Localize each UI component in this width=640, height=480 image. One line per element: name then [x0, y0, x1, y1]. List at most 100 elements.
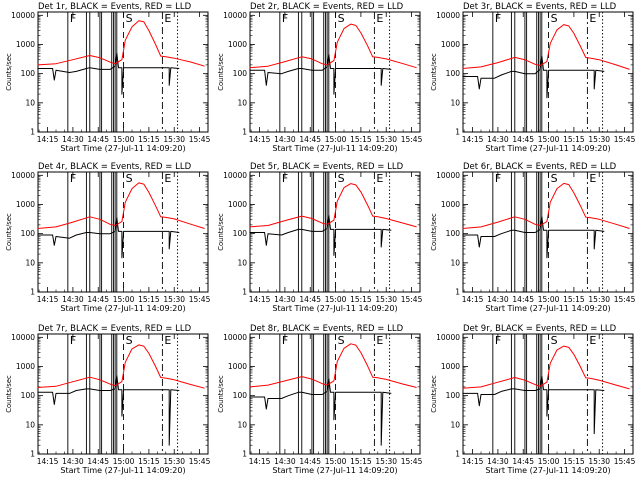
x-axis-label: Start Time (27-Jul-11 14:09:20)	[485, 304, 610, 313]
x-tick-label: 15:45	[401, 135, 423, 144]
y-tick-label: 100	[233, 391, 248, 400]
chart-panel-1: Det 1r, BLACK = Events, RED = LLD 1 10 100 1…	[5, 2, 211, 153]
x-tick-label: 15:45	[189, 135, 211, 144]
y-axis-label: Counts/sec	[5, 53, 13, 91]
marker-label: F	[70, 334, 76, 347]
x-tick-label: 14:15	[249, 457, 271, 466]
y-tick-label: 1000	[441, 200, 460, 209]
x-tick-label: 14:45	[512, 457, 534, 466]
y-tick-label: 100	[446, 391, 461, 400]
x-tick-label: 15:45	[614, 295, 636, 304]
marker-label: E	[376, 12, 383, 25]
x-tick-label: 15:15	[563, 295, 585, 304]
series-line-events	[249, 378, 392, 446]
series-line-lld	[37, 20, 205, 67]
x-tick-label: 14:30	[62, 295, 84, 304]
y-tick-label: 1	[455, 128, 460, 137]
marker-label: S	[551, 334, 558, 347]
x-tick-label: 15:00	[325, 295, 347, 304]
y-tick-label: 10000	[11, 11, 35, 20]
x-tick-label: 15:30	[375, 457, 397, 466]
y-axis-label: Counts/sec	[430, 53, 438, 91]
series-line-events	[37, 375, 180, 446]
x-axis-label: Start Time (27-Jul-11 14:09:20)	[485, 144, 610, 153]
x-tick-label: 15:30	[588, 295, 610, 304]
chart-title: Det 4r, BLACK = Events, RED = LLD	[38, 162, 192, 172]
x-tick-label: 15:00	[113, 457, 135, 466]
y-tick-label: 100	[21, 69, 36, 78]
y-tick-label: 1	[242, 450, 247, 459]
x-tick-label: 15:45	[189, 457, 211, 466]
x-tick-label: 14:45	[87, 135, 109, 144]
marker-label: F	[282, 334, 288, 347]
y-tick-label: 1	[242, 288, 247, 297]
chart-title: Det 6r, BLACK = Events, RED = LLD	[463, 162, 617, 172]
x-tick-label: 14:30	[274, 295, 296, 304]
y-axis-label: Counts/sec	[217, 213, 225, 251]
marker-label: F	[282, 172, 288, 185]
y-tick-label: 10	[25, 258, 35, 267]
x-tick-label: 14:15	[462, 135, 484, 144]
plot-frame	[462, 333, 634, 455]
plot-frame	[249, 11, 421, 133]
x-tick-label: 15:15	[138, 457, 160, 466]
y-tick-label: 1000	[16, 362, 35, 371]
chart-title: Det 7r, BLACK = Events, RED = LLD	[38, 324, 192, 334]
x-axis-label: Start Time (27-Jul-11 14:09:20)	[272, 466, 397, 475]
series-line-lld	[249, 183, 417, 228]
chart-panel-4: Det 4r, BLACK = Events, RED = LLD 1 10 100 1…	[5, 162, 211, 313]
x-tick-label: 15:00	[325, 457, 347, 466]
series-line-events	[462, 216, 605, 259]
series-line-events	[249, 54, 392, 95]
x-tick-label: 15:30	[163, 457, 185, 466]
y-tick-label: 10000	[223, 171, 247, 180]
x-tick-label: 14:15	[249, 295, 271, 304]
x-axis-label: Start Time (27-Jul-11 14:09:20)	[60, 304, 185, 313]
x-tick-label: 15:15	[138, 295, 160, 304]
x-tick-label: 15:00	[538, 457, 560, 466]
series-line-lld	[462, 24, 630, 70]
y-tick-label: 1000	[441, 40, 460, 49]
x-tick-label: 15:30	[375, 135, 397, 144]
x-tick-label: 14:45	[512, 295, 534, 304]
y-tick-label: 10	[237, 258, 247, 267]
y-tick-label: 10000	[436, 333, 460, 342]
x-tick-label: 14:30	[487, 135, 509, 144]
y-tick-label: 1000	[16, 40, 35, 49]
series-line-events	[249, 215, 392, 256]
y-tick-label: 1000	[441, 362, 460, 371]
series-line-lld	[37, 182, 205, 229]
chart-title: Det 9r, BLACK = Events, RED = LLD	[463, 324, 617, 334]
x-tick-label: 14:45	[299, 295, 321, 304]
y-tick-label: 10000	[11, 333, 35, 342]
marker-label: S	[551, 172, 558, 185]
y-axis-label: Counts/sec	[217, 53, 225, 91]
x-tick-label: 15:00	[538, 295, 560, 304]
x-tick-label: 15:15	[563, 135, 585, 144]
chart-title: Det 2r, BLACK = Events, RED = LLD	[250, 2, 404, 12]
series-line-lld	[37, 344, 205, 389]
x-axis-label: Start Time (27-Jul-11 14:09:20)	[272, 144, 397, 153]
y-tick-label: 10000	[436, 171, 460, 180]
marker-label: F	[495, 334, 501, 347]
y-tick-label: 1000	[228, 362, 247, 371]
y-tick-label: 1000	[16, 200, 35, 209]
x-axis-label: Start Time (27-Jul-11 14:09:20)	[60, 144, 185, 153]
marker-label: F	[70, 12, 76, 25]
x-tick-label: 15:15	[350, 457, 372, 466]
y-tick-label: 1	[242, 128, 247, 137]
x-tick-label: 14:30	[274, 457, 296, 466]
marker-label: E	[164, 334, 171, 347]
chart-title: Det 8r, BLACK = Events, RED = LLD	[250, 324, 404, 334]
x-tick-label: 15:30	[163, 295, 185, 304]
marker-label: F	[282, 12, 288, 25]
chart-panel-2: Det 2r, BLACK = Events, RED = LLD 1 10 100 1…	[217, 2, 423, 153]
y-tick-label: 1	[30, 128, 35, 137]
y-axis-label: Counts/sec	[5, 213, 13, 251]
y-tick-label: 100	[233, 229, 248, 238]
y-tick-label: 100	[446, 69, 461, 78]
x-tick-label: 14:30	[487, 457, 509, 466]
marker-label: S	[338, 12, 345, 25]
marker-label: E	[376, 172, 383, 185]
y-tick-label: 1000	[228, 40, 247, 49]
